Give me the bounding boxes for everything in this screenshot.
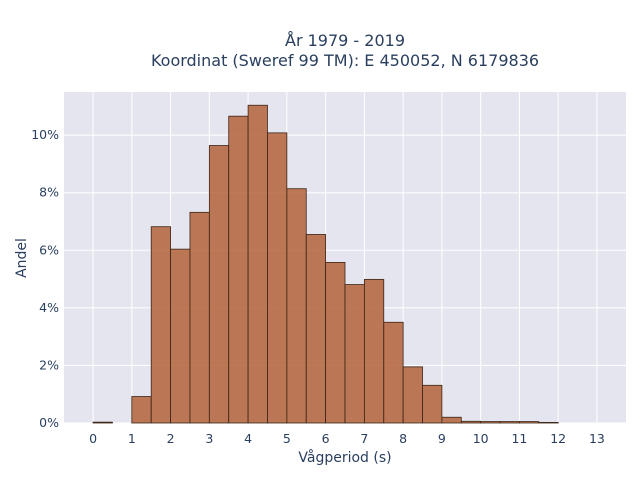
x-tick-labels: 0 1 2 3 4 5 6 7 8 9 10 11 12 13 [89, 431, 605, 446]
y-tick-label: 10% [31, 127, 59, 142]
x-tick-label: 9 [438, 431, 446, 446]
chart-title-line1: År 1979 - 2019 [285, 31, 405, 50]
x-tick-label: 11 [511, 431, 527, 446]
bars [92, 104, 559, 424]
histogram-bar [538, 422, 559, 424]
x-tick-label: 13 [589, 431, 605, 446]
histogram-bar [422, 384, 443, 424]
chart-title-line2: Koordinat (Sweref 99 TM): E 450052, N 61… [151, 51, 539, 70]
y-tick-label: 6% [39, 242, 59, 257]
histogram-bar [170, 248, 191, 424]
histogram-bar [189, 211, 210, 424]
x-axis-label: Vågperiod (s) [298, 449, 391, 466]
histogram-bar [208, 145, 230, 424]
x-tick-label: 4 [244, 431, 252, 446]
histogram-bar [131, 396, 152, 424]
y-tick-labels: 0% 2% 4% 6% 8% 10% [31, 127, 59, 430]
histogram-bar [92, 421, 113, 424]
histogram-bar [460, 420, 482, 424]
y-tick-label: 4% [39, 300, 59, 315]
y-tick-label: 0% [39, 415, 59, 430]
x-tick-label: 12 [550, 431, 566, 446]
histogram-bar [441, 416, 462, 424]
x-tick-label: 0 [89, 431, 97, 446]
histogram-bar [499, 421, 520, 424]
histogram-bar [480, 421, 501, 424]
histogram-bar [402, 366, 423, 424]
histogram-bar [247, 104, 268, 424]
histogram-bar [363, 278, 385, 424]
x-tick-label: 2 [167, 431, 175, 446]
histogram-bar [325, 261, 346, 424]
histogram-bar [150, 226, 171, 424]
histogram-bar [228, 115, 249, 424]
x-tick-label: 1 [128, 431, 136, 446]
y-tick-label: 8% [39, 185, 59, 200]
histogram-bar [383, 321, 404, 424]
x-tick-label: 5 [283, 431, 291, 446]
histogram-bar [305, 234, 327, 424]
y-tick-label: 2% [39, 357, 59, 372]
histogram-bar [286, 188, 307, 424]
x-tick-label: 7 [360, 431, 368, 446]
histogram-bar [344, 284, 365, 424]
histogram-bar [519, 421, 540, 424]
x-tick-label: 10 [473, 431, 489, 446]
y-axis-label: Andel [14, 238, 30, 278]
x-tick-label: 6 [322, 431, 330, 446]
x-tick-label: 3 [205, 431, 213, 446]
x-tick-label: 8 [399, 431, 407, 446]
histogram-bar [267, 132, 288, 424]
